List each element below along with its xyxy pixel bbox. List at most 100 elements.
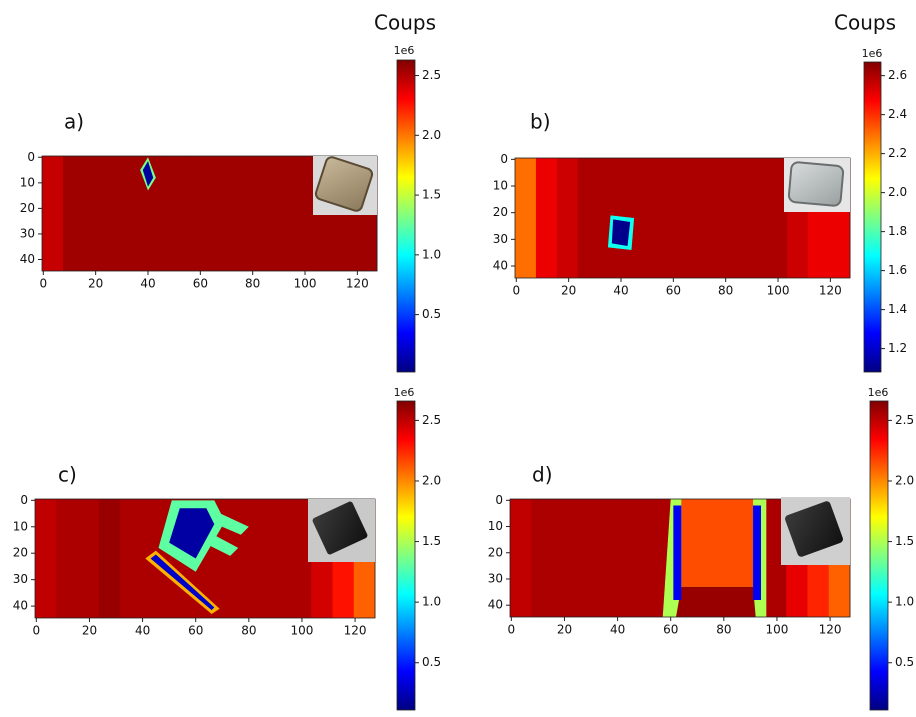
y-tick-label: 20 [20,201,35,215]
colorbar-tick-label: 1.5 [422,188,441,202]
heatmap-column [682,158,704,278]
y-tick-label: 20 [488,545,503,559]
colorbar-tick-label: 2.0 [422,128,441,142]
inset-photo [784,158,850,212]
inset-photo [781,497,850,565]
colorbar-tick-label: 2.5 [895,413,914,427]
colorbar-tick-label: 1.0 [895,595,914,609]
y-tick-label: 40 [20,252,35,266]
y-tick-label: 10 [488,519,503,533]
x-tick-label: 0 [33,624,41,638]
x-tick-label: 120 [819,284,842,298]
x-tick-label: 80 [245,277,260,291]
x-tick-label: 100 [294,277,317,291]
heatmap-column [595,499,617,617]
heatmap-column [573,499,596,617]
heatmap-column [616,499,638,617]
heatmap-column [515,158,537,278]
colorbar [396,400,416,711]
panel-label: d) [532,463,553,487]
panel-label: c) [58,463,77,487]
heatmap-column [637,499,660,617]
colorbar-tick-label: 2.2 [888,146,907,160]
heatmap-column [745,158,767,278]
heatmap-region [611,219,631,246]
heatmap-column [293,156,315,271]
colorbar-tick-label: 2.5 [422,413,441,427]
heatmap-column [251,156,273,271]
plot-frame [514,157,851,279]
y-tick-label: 0 [495,493,503,507]
colorbar-offset: 1e6 [394,386,415,399]
heatmap-region [681,499,754,587]
x-tick-label: 20 [88,277,103,291]
heatmap-column [56,499,78,618]
x-tick-label: 120 [344,624,367,638]
x-tick-label: 0 [512,284,520,298]
heatmap-region [676,586,756,617]
colorbar-tick-label: 1.4 [888,302,907,316]
heatmap-column [146,156,169,271]
heatmap-column [188,156,210,271]
colorbar [863,61,882,373]
y-tick-label: 0 [27,150,35,164]
inset-photo [313,156,377,215]
x-tick-label: 40 [135,624,150,638]
y-tick-label: 40 [488,598,503,612]
heatmap-column [531,499,553,617]
colorbar-tick-label: 2.4 [888,107,907,121]
heatmap-column [535,158,558,278]
heatmap-column [35,499,57,618]
colorbar-tick-label: 2.5 [422,68,441,82]
y-tick-label: 20 [493,205,508,219]
colorbar [869,400,889,711]
heatmap-column [577,158,600,278]
heatmap-column [167,156,190,271]
colorbar [396,59,416,373]
x-tick-label: 120 [346,277,369,291]
heatmap-column [83,156,106,271]
x-tick-label: 80 [716,623,731,637]
x-tick-label: 40 [140,277,155,291]
x-tick-label: 100 [291,624,314,638]
colorbar-tick-label: 2.0 [888,185,907,199]
y-tick-label: 20 [13,546,28,560]
x-tick-label: 120 [819,623,842,637]
heatmap-column [510,499,532,617]
colorbar-tick-label: 1.5 [895,534,914,548]
colorbar-offset: 1e6 [862,47,883,60]
heatmap-column [104,156,127,271]
heatmap-column [268,499,291,618]
colorbar-label: Coups [374,11,436,35]
colorbar-tick-label: 2.6 [888,68,907,82]
y-tick-label: 10 [493,179,508,193]
x-tick-label: 60 [193,277,208,291]
y-tick-label: 0 [500,152,508,166]
heatmap-column [98,499,121,618]
x-tick-label: 20 [561,284,576,298]
panel-label: a) [64,110,84,134]
panel-label: b) [530,110,551,134]
y-tick-label: 10 [13,519,28,533]
x-tick-label: 80 [241,624,256,638]
heatmap-column [552,499,575,617]
x-tick-label: 100 [766,623,789,637]
heatmap-region [150,554,215,611]
y-tick-label: 10 [20,175,35,189]
heatmap-column [42,156,64,271]
colorbar-label: Coups [834,11,896,35]
x-tick-label: 60 [188,624,203,638]
x-tick-label: 20 [557,623,572,637]
x-tick-label: 20 [82,624,97,638]
y-tick-label: 0 [20,493,28,507]
heatmap-column [120,499,142,618]
inset-photo [308,499,375,562]
colorbar-tick-label: 1.6 [888,263,907,277]
x-tick-label: 60 [666,284,681,298]
y-tick-label: 30 [13,572,28,586]
heatmap-column [62,156,85,271]
x-tick-label: 100 [767,284,790,298]
colorbar-tick-label: 0.5 [422,307,441,321]
heatmap-column [209,156,231,271]
